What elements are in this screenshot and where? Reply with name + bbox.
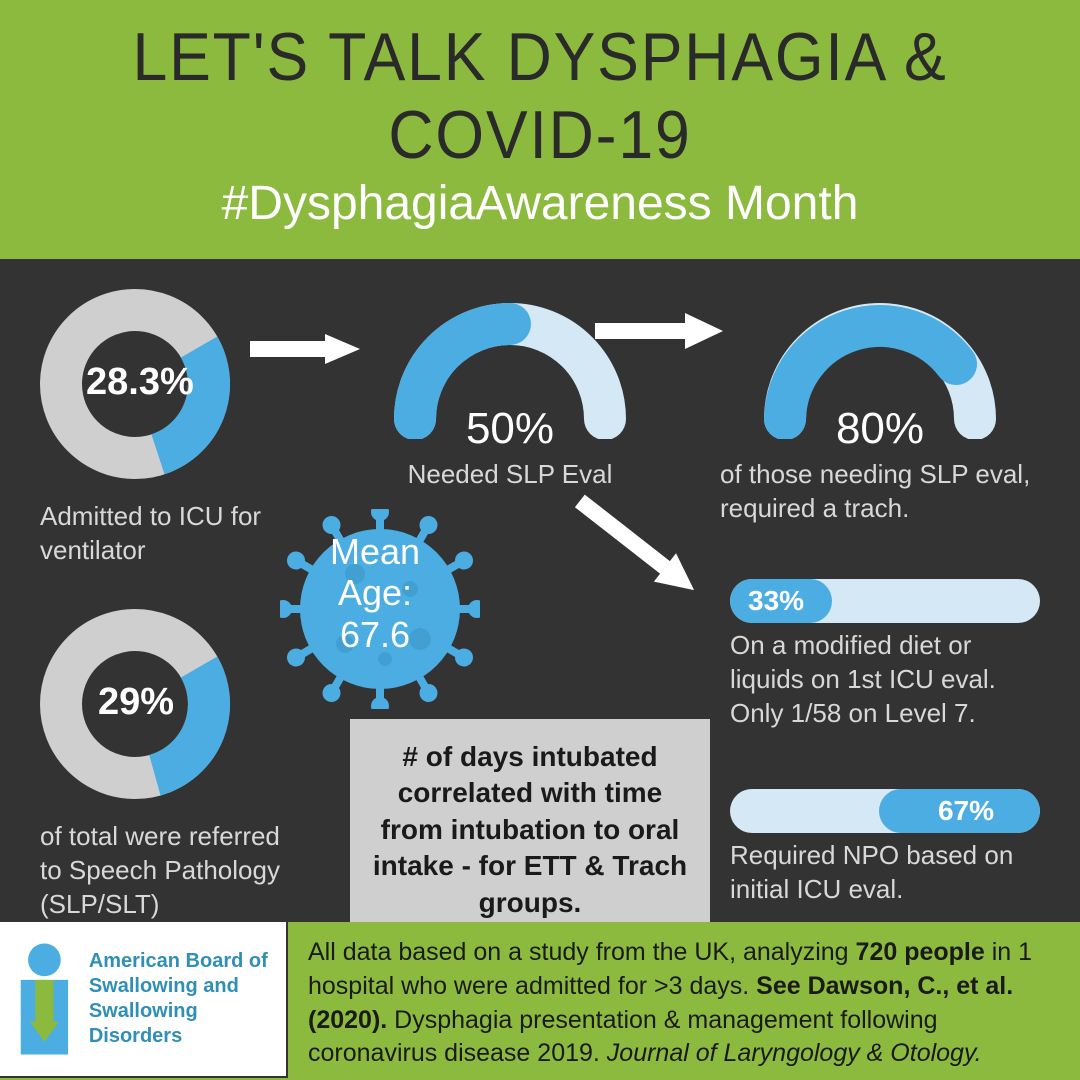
org-logo: American Board of Swallowing and Swallow… — [0, 920, 288, 1078]
correlation-note: # of days intubated correlated with time… — [350, 719, 710, 941]
pill-value: 33% — [748, 585, 804, 617]
virus-line1: Mean — [330, 531, 420, 572]
arrow-icon — [595, 301, 725, 361]
pill-caption: Required NPO based on initial ICU eval. — [730, 839, 1050, 907]
virus-line2: Age: — [338, 572, 412, 613]
donut-slp-referral: 29% of total were referred to Speech Pat… — [40, 609, 300, 921]
gauge-trach: 80% of those needing SLP eval, required … — [720, 279, 1040, 526]
donut-caption: Admitted to ICU for ventilator — [40, 500, 300, 568]
pill-modified-diet: 33% — [730, 579, 1040, 623]
pill-caption: On a modified diet or liquids on 1st ICU… — [730, 629, 1050, 730]
virus-line3: 67.6 — [340, 614, 410, 655]
infographic-body: 28.3% Admitted to ICU for ventilator 29%… — [0, 259, 1080, 999]
arrow-icon — [245, 319, 365, 379]
arrow-icon — [555, 484, 715, 614]
citation-text: All data based on a study from the UK, a… — [288, 922, 1080, 1080]
person-swallow-icon — [8, 934, 81, 1064]
footer-bar: American Board of Swallowing and Swallow… — [0, 922, 1080, 1080]
org-name: American Board of Swallowing and Swallow… — [89, 949, 278, 1049]
donut-value: 28.3% — [86, 361, 194, 404]
header-banner: LET'S TALK DYSPHAGIA & COVID-19 #Dysphag… — [0, 0, 1080, 259]
donut-caption: of total were referred to Speech Patholo… — [40, 820, 300, 921]
pill-value: 67% — [938, 795, 994, 827]
page-subtitle: #DysphagiaAwareness Month — [20, 176, 1060, 231]
page-title: LET'S TALK DYSPHAGIA & COVID-19 — [62, 18, 1019, 174]
virus-stat: Mean Age: 67.6 — [300, 531, 450, 655]
donut-value: 29% — [98, 681, 174, 724]
gauge-caption: of those needing SLP eval, required a tr… — [720, 458, 1040, 526]
pill-npo: 67% — [730, 789, 1040, 833]
